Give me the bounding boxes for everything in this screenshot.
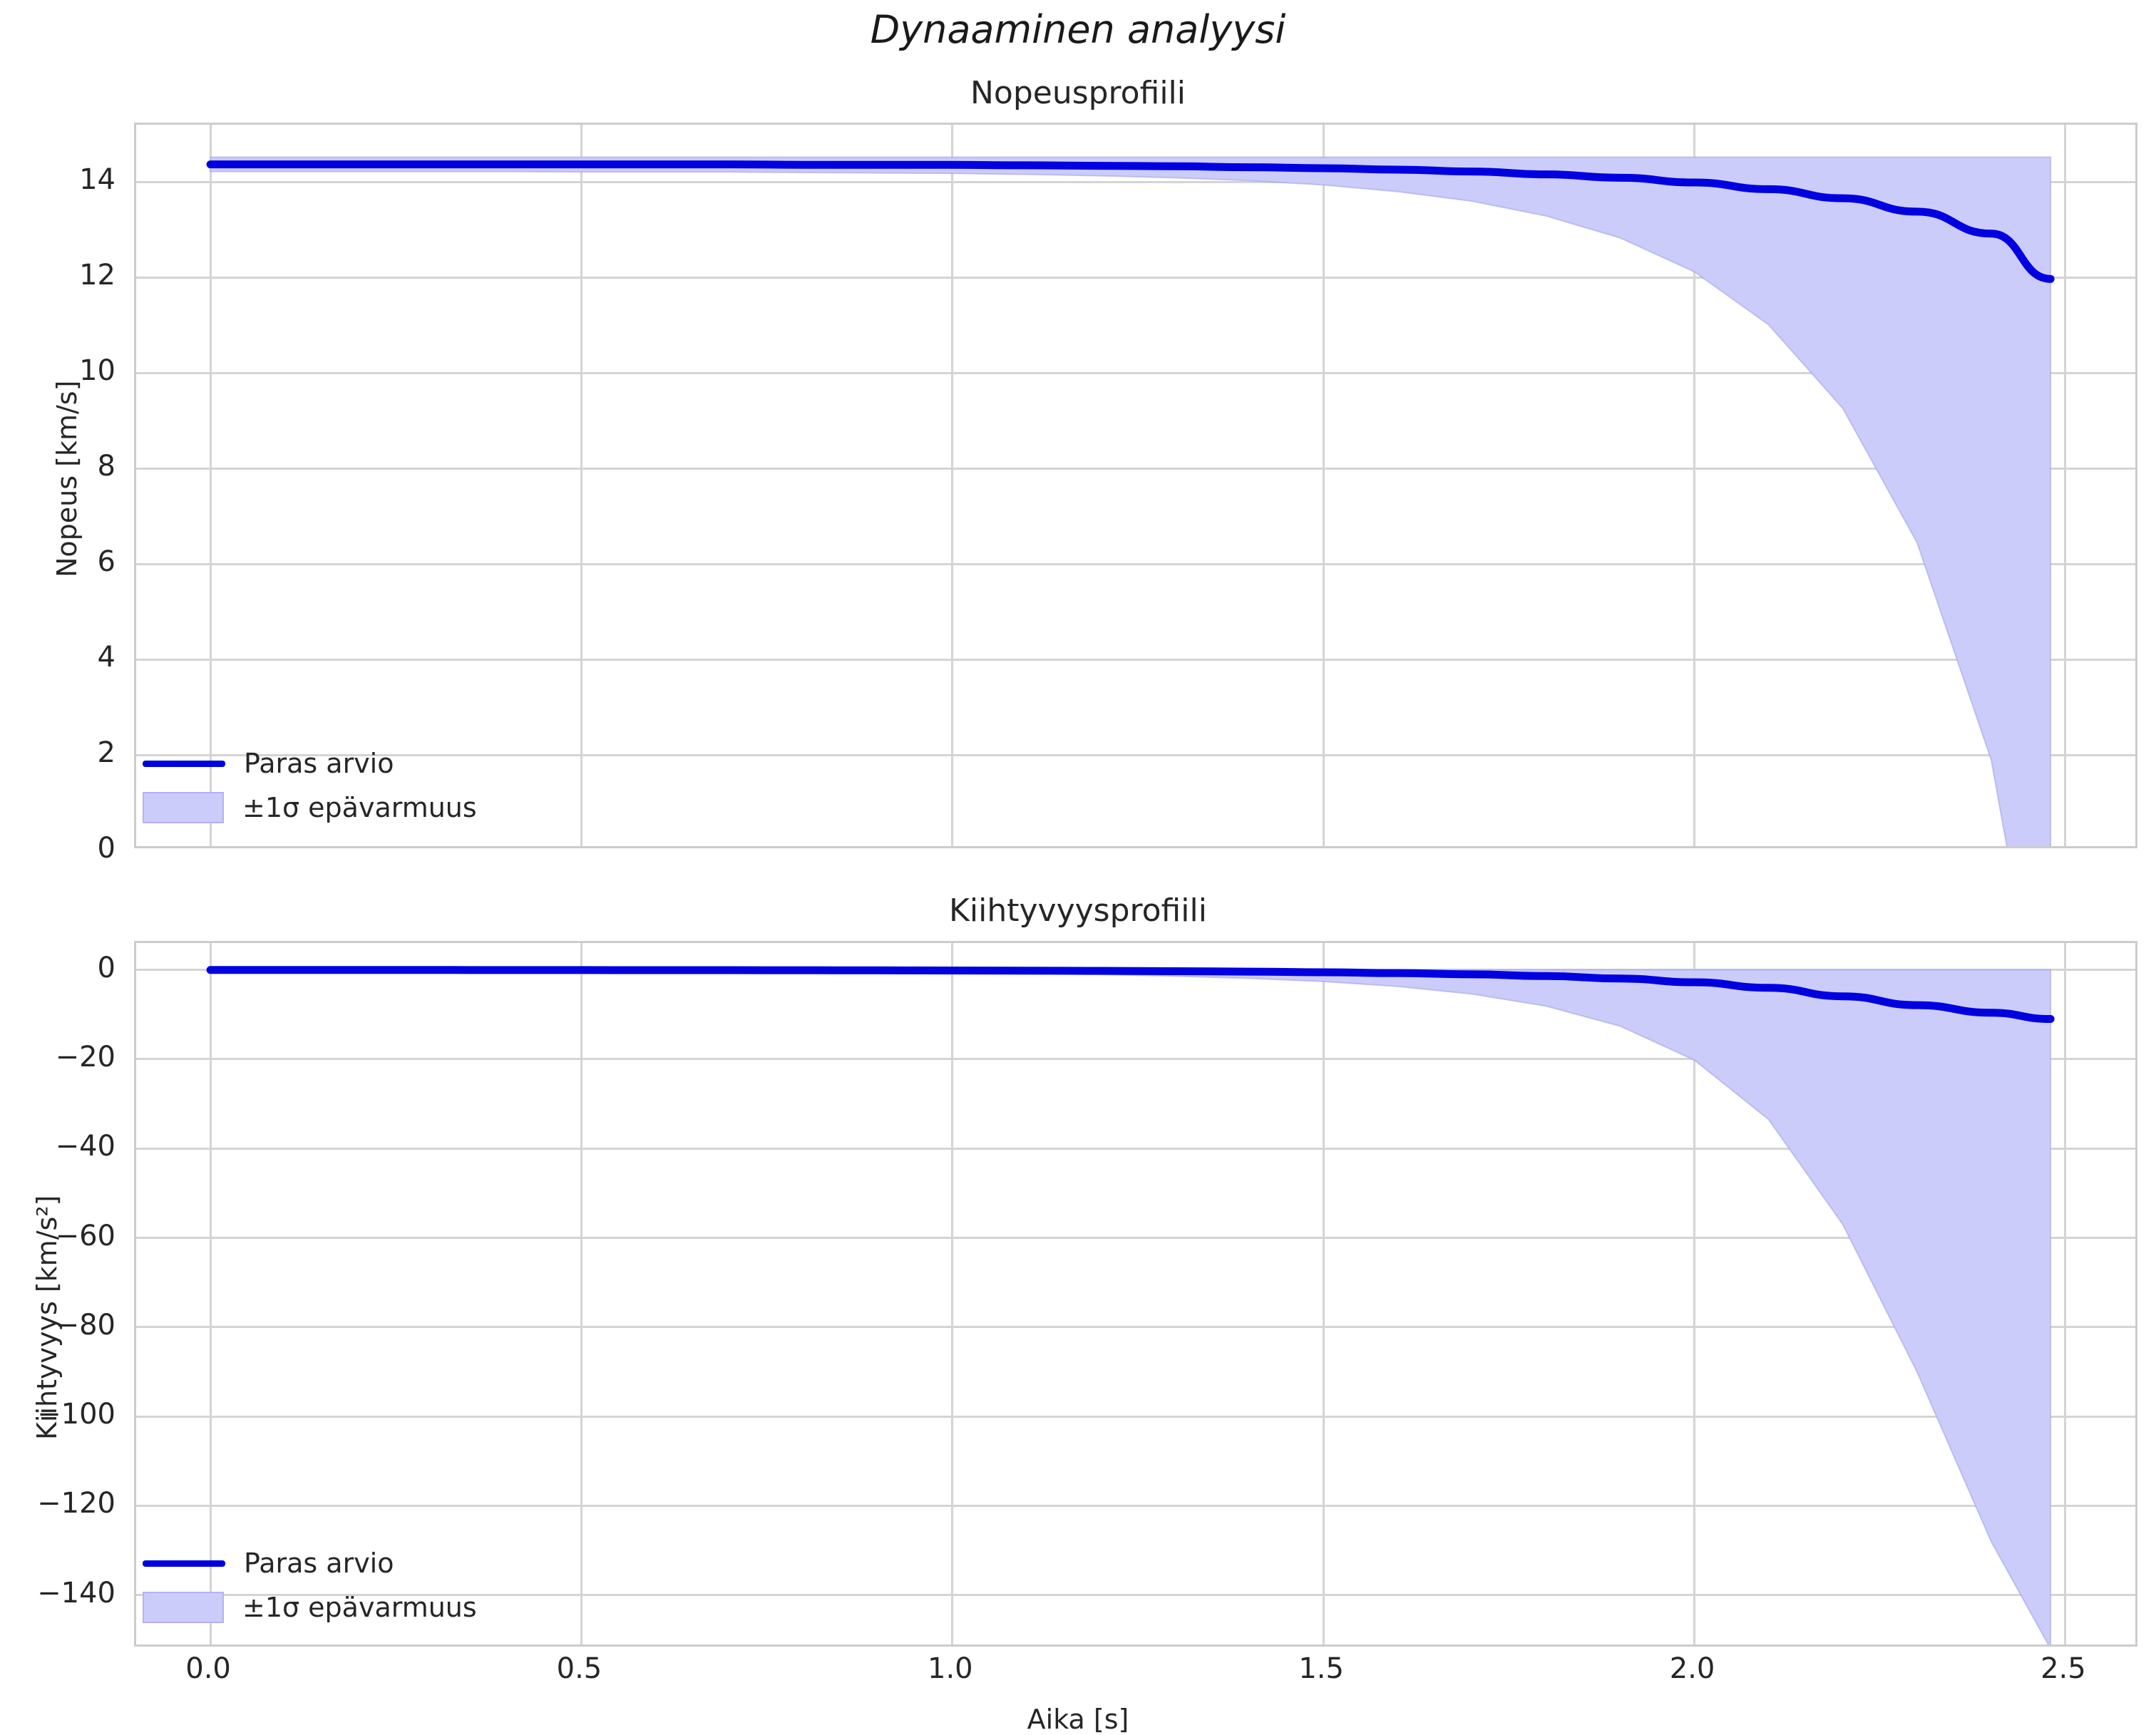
- gridline-horizontal: [136, 753, 2135, 756]
- gridline-horizontal: [136, 1058, 2135, 1061]
- gridline-vertical: [1693, 125, 1696, 846]
- gridline-vertical: [2064, 125, 2067, 846]
- gridline-vertical: [209, 943, 212, 1644]
- gridline-vertical: [1322, 125, 1325, 846]
- gridline-vertical: [2064, 943, 2067, 1644]
- y-tick-label: 4: [97, 641, 115, 674]
- top-panel-title: Nopeusprofiili: [970, 75, 1186, 111]
- legend-row-band: ±1σ epävarmuus: [143, 1585, 477, 1630]
- figure-suptitle: Dynaaminen analyysi: [870, 7, 1286, 52]
- gridline-horizontal: [136, 1504, 2135, 1507]
- top-y-axis-label: Nopeus [km/s]: [51, 380, 83, 577]
- gridline-vertical: [580, 943, 582, 1644]
- gridline-vertical: [1693, 943, 1696, 1644]
- bottom-panel-title: Kiihtyvyysprofiili: [949, 892, 1207, 929]
- legend-band-label: ±1σ epävarmuus: [242, 792, 477, 823]
- top-legend: Paras arvio ±1σ epävarmuus: [143, 741, 477, 830]
- y-tick-label: −140: [37, 1576, 115, 1610]
- gridline-horizontal: [136, 1326, 2135, 1329]
- legend-row-line: Paras arvio: [143, 741, 477, 786]
- legend-line-swatch: [143, 1560, 225, 1567]
- y-tick-label: 12: [79, 259, 115, 292]
- legend-band-swatch: [143, 792, 224, 823]
- best-estimate-line: [206, 160, 2055, 283]
- y-tick-label: −100: [37, 1398, 115, 1431]
- legend-row-line: Paras arvio: [143, 1541, 477, 1585]
- gridline-vertical: [580, 125, 582, 846]
- x-tick-label: 1.5: [1298, 1652, 1344, 1685]
- gridline-horizontal: [136, 1147, 2135, 1150]
- y-tick-label: −20: [55, 1040, 115, 1074]
- y-tick-label: 8: [97, 450, 115, 483]
- legend-line-label: Paras arvio: [244, 1548, 394, 1579]
- y-tick-label: 6: [97, 545, 115, 579]
- x-tick-label: 0.0: [185, 1652, 231, 1685]
- gridline-horizontal: [136, 562, 2135, 565]
- x-tick-label: 2.0: [1669, 1652, 1715, 1685]
- gridline-horizontal: [136, 1594, 2135, 1597]
- best-estimate-line: [206, 966, 2055, 1024]
- legend-line-swatch: [143, 760, 225, 767]
- legend-band-swatch: [143, 1592, 224, 1623]
- gridline-vertical: [951, 943, 954, 1644]
- gridline-horizontal: [136, 467, 2135, 470]
- y-tick-label: 10: [79, 354, 115, 388]
- y-tick-label: 2: [97, 736, 115, 770]
- gridline-horizontal: [136, 276, 2135, 279]
- velocity-plot-svg: [206, 156, 2055, 846]
- gridline-horizontal: [136, 1237, 2135, 1240]
- gridline-horizontal: [136, 371, 2135, 374]
- x-tick-label: 0.5: [556, 1652, 602, 1685]
- legend-row-band: ±1σ epävarmuus: [143, 786, 477, 830]
- y-tick-label: −80: [55, 1308, 115, 1342]
- y-tick-label: −120: [37, 1487, 115, 1520]
- gridline-vertical: [1322, 943, 1325, 1644]
- acceleration-plot-area: [134, 941, 2137, 1647]
- y-tick-label: −40: [55, 1130, 115, 1163]
- y-tick-label: 0: [97, 951, 115, 984]
- y-tick-label: 14: [79, 163, 115, 197]
- gridline-horizontal: [136, 180, 2135, 183]
- acceleration-plot-svg: [206, 966, 2055, 1644]
- gridline-vertical: [951, 125, 954, 846]
- x-tick-label: 2.5: [2040, 1652, 2086, 1685]
- x-tick-label: 1.0: [928, 1652, 973, 1685]
- y-tick-label: 0: [97, 832, 115, 865]
- uncertainty-band: [210, 156, 2052, 846]
- bottom-legend: Paras arvio ±1σ epävarmuus: [143, 1541, 477, 1630]
- gridline-horizontal: [136, 1415, 2135, 1418]
- gridline-vertical: [209, 125, 212, 846]
- uncertainty-band: [210, 969, 2052, 1644]
- legend-band-label: ±1σ epävarmuus: [242, 1592, 477, 1623]
- x-axis-label: Aika [s]: [1027, 1704, 1129, 1735]
- gridline-horizontal: [136, 658, 2135, 661]
- y-tick-label: −60: [55, 1219, 115, 1252]
- velocity-plot-area: [134, 123, 2137, 848]
- legend-line-label: Paras arvio: [244, 748, 394, 779]
